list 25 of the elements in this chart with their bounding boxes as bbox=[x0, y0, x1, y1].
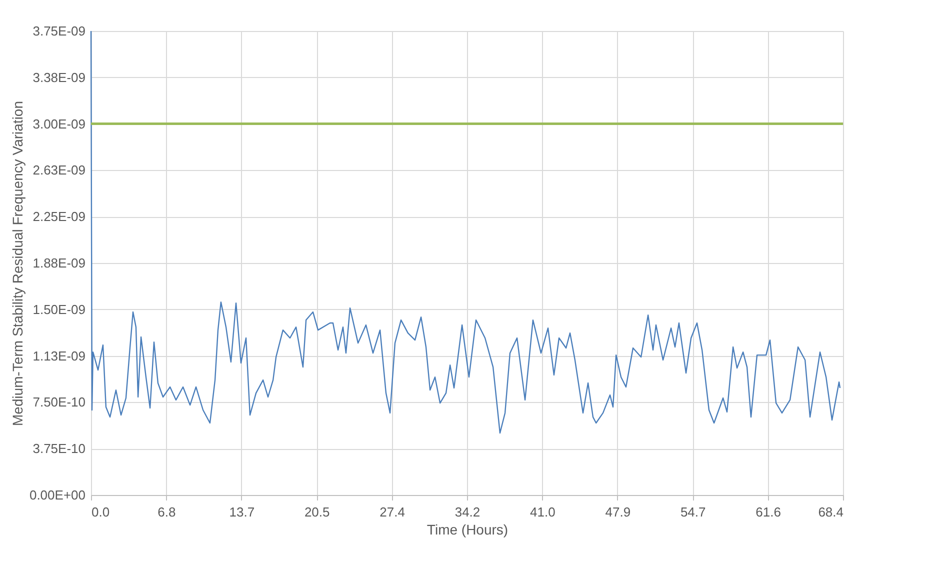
y-tick-label: 0.00E+00 bbox=[29, 488, 86, 502]
y-tick-label: 2.25E-09 bbox=[32, 209, 86, 224]
y-tick-label: 3.38E-09 bbox=[32, 70, 86, 85]
y-tick-label: 3.00E-09 bbox=[32, 116, 86, 132]
y-tick-label: 1.50E-09 bbox=[32, 302, 86, 317]
x-tick-label: 47.9 bbox=[605, 504, 631, 520]
x-tick-label: 0.0 bbox=[92, 504, 110, 520]
y-tick-label: 7.50E-10 bbox=[32, 394, 86, 410]
x-tick-label: 6.8 bbox=[158, 504, 176, 520]
x-tick-label: 54.7 bbox=[680, 504, 706, 520]
y-tick-label: 1.88E-09 bbox=[32, 256, 86, 270]
y-tick-label: 3.75E-10 bbox=[32, 441, 86, 456]
x-tick-label: 61.6 bbox=[756, 504, 781, 520]
x-tick-label: 27.4 bbox=[380, 504, 405, 520]
line-series bbox=[90, 30, 841, 434]
y-tick-label: 3.75E-09 bbox=[32, 24, 86, 38]
x-axis-title: Time (Hours) bbox=[426, 522, 508, 538]
y-axis-title: Medium-Term Stability Residual Frequency Variation bbox=[9, 101, 26, 426]
x-tick-label: 41.0 bbox=[530, 504, 556, 520]
x-tick-label: 20.5 bbox=[304, 504, 330, 520]
x-tick-label: 34.2 bbox=[454, 504, 480, 520]
y-tick-label: 1.13E-09 bbox=[32, 348, 86, 364]
y-tick-label: 2.63E-09 bbox=[32, 162, 86, 178]
x-tick-label: 68.4 bbox=[818, 504, 844, 520]
x-tick-label: 13.7 bbox=[229, 504, 255, 520]
